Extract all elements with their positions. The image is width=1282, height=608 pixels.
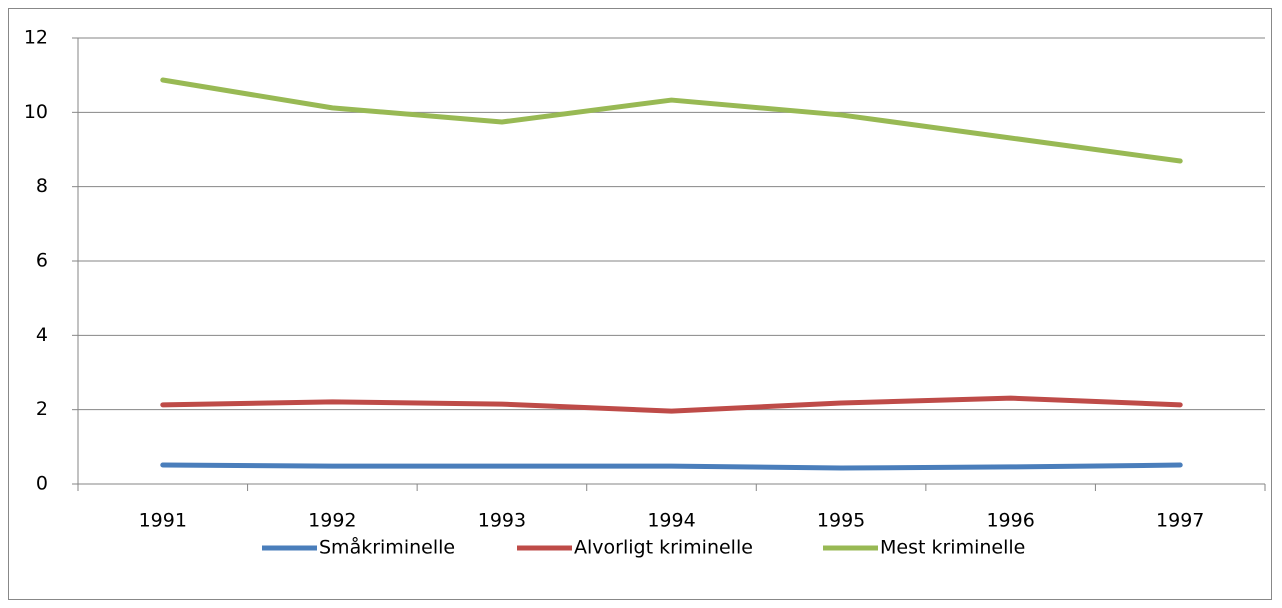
y-tick-label: 6 <box>36 250 48 272</box>
x-tick-label: 1993 <box>478 510 526 532</box>
x-tick-label: 1991 <box>139 510 187 532</box>
y-tick-label: 2 <box>36 398 48 420</box>
y-tick-label: 8 <box>36 175 48 197</box>
x-tick-label: 1994 <box>647 510 695 532</box>
legend-label: Mest kriminelle <box>880 537 1025 559</box>
legend-label: Småkriminelle <box>319 536 455 559</box>
y-tick-label: 12 <box>24 27 48 49</box>
data-line <box>160 77 1183 164</box>
chart-frame <box>8 8 1272 600</box>
y-tick-label: 0 <box>36 473 48 495</box>
y-tick-label: 4 <box>36 324 48 346</box>
y-tick-label: 10 <box>24 101 48 123</box>
data-line <box>160 462 1183 471</box>
legend-label: Alvorligt kriminelle <box>574 537 753 559</box>
x-tick-label: 1992 <box>308 510 356 532</box>
x-tick-label: 1997 <box>1156 510 1204 532</box>
x-tick-label: 1995 <box>817 510 865 532</box>
data-line <box>160 395 1183 414</box>
x-tick-label: 1996 <box>986 510 1034 532</box>
